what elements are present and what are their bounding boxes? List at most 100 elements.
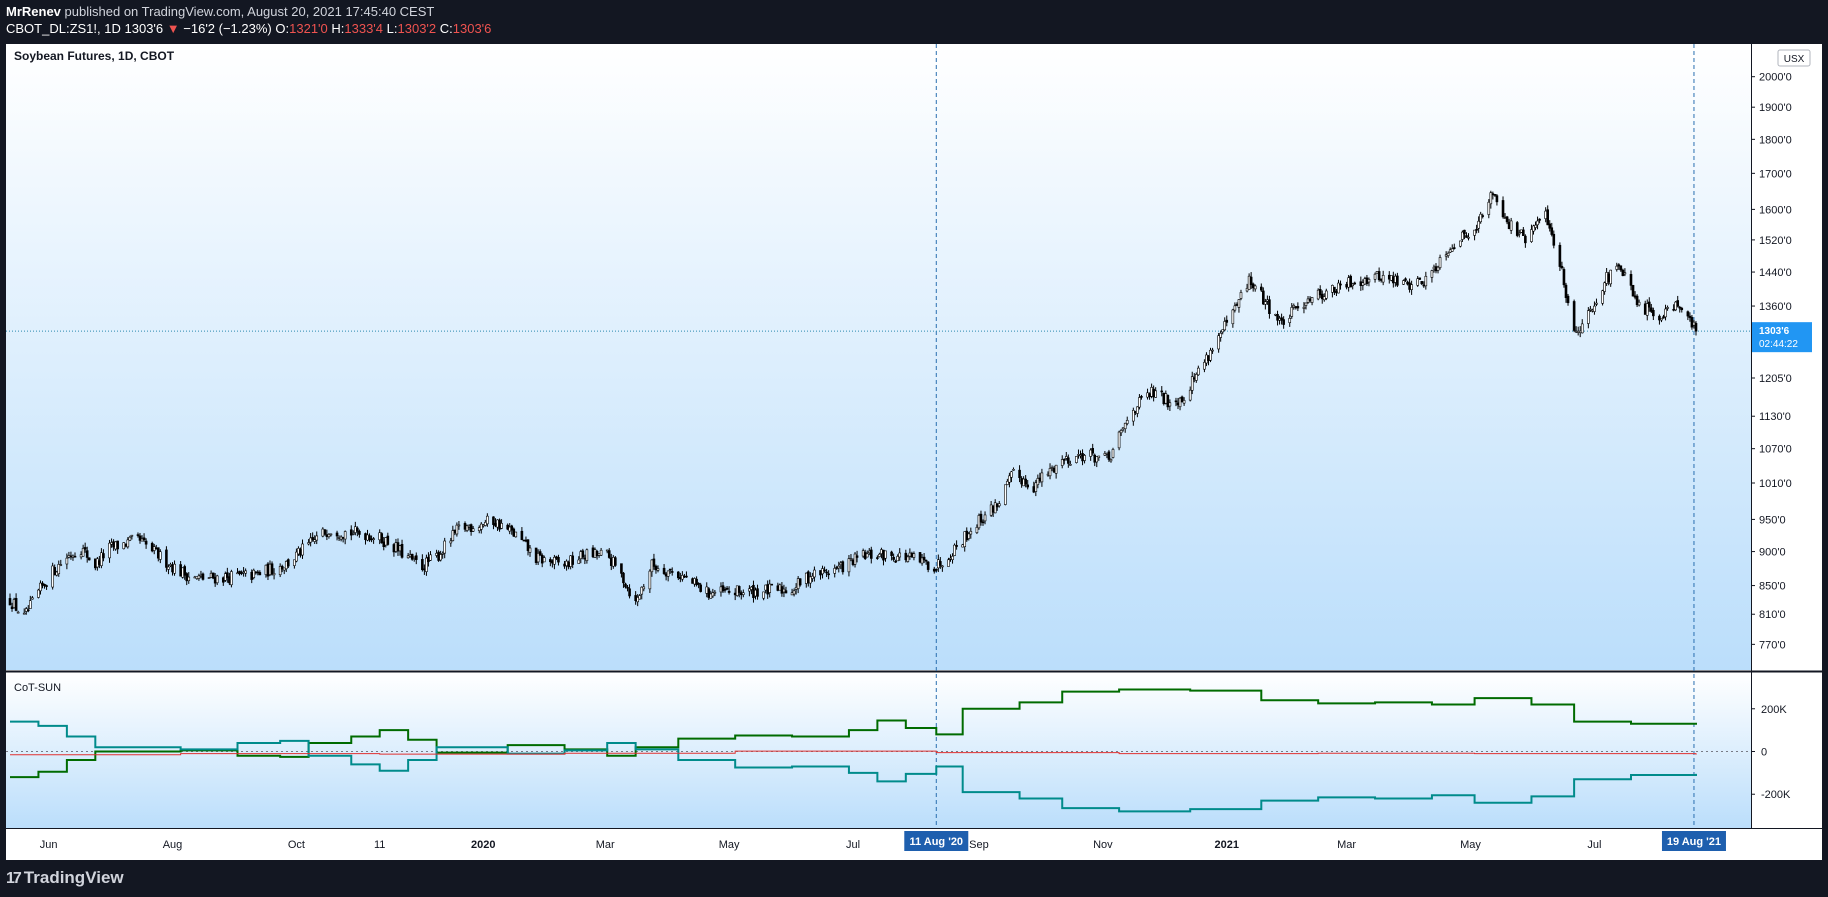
- candle[interactable]: [138, 535, 142, 541]
- candle[interactable]: [1524, 235, 1527, 244]
- candle[interactable]: [102, 553, 105, 559]
- candle[interactable]: [727, 590, 731, 593]
- candle[interactable]: [150, 542, 154, 552]
- candle[interactable]: [1318, 289, 1322, 296]
- candle[interactable]: [412, 555, 416, 558]
- candle[interactable]: [1434, 266, 1438, 272]
- candle[interactable]: [955, 545, 958, 547]
- candle[interactable]: [1660, 317, 1663, 321]
- candle[interactable]: [156, 547, 160, 559]
- candle[interactable]: [244, 570, 247, 574]
- candle[interactable]: [579, 551, 583, 560]
- candle[interactable]: [1211, 349, 1214, 352]
- candle[interactable]: [1432, 266, 1436, 270]
- candle[interactable]: [1481, 215, 1485, 217]
- candle[interactable]: [1418, 277, 1422, 280]
- candle[interactable]: [595, 551, 599, 556]
- candle[interactable]: [878, 553, 881, 557]
- candle[interactable]: [1438, 257, 1442, 268]
- candle[interactable]: [1475, 228, 1478, 231]
- candle[interactable]: [721, 585, 725, 592]
- candle[interactable]: [1365, 277, 1369, 284]
- candle[interactable]: [654, 565, 658, 571]
- candle[interactable]: [1146, 392, 1149, 398]
- candle[interactable]: [351, 533, 355, 535]
- candle[interactable]: [1219, 332, 1222, 338]
- candle[interactable]: [250, 571, 254, 580]
- candle[interactable]: [790, 592, 794, 596]
- candle[interactable]: [211, 572, 215, 579]
- candle[interactable]: [114, 541, 117, 550]
- candle[interactable]: [920, 557, 924, 564]
- candle[interactable]: [697, 583, 700, 585]
- candle[interactable]: [339, 536, 343, 540]
- candle[interactable]: [1694, 323, 1698, 332]
- candle[interactable]: [321, 528, 325, 537]
- candle[interactable]: [199, 574, 203, 577]
- candle[interactable]: [906, 556, 910, 562]
- candle[interactable]: [723, 588, 727, 591]
- candle[interactable]: [963, 531, 967, 547]
- candle[interactable]: [853, 553, 857, 565]
- candle[interactable]: [1247, 275, 1251, 290]
- candle[interactable]: [386, 535, 390, 545]
- candle[interactable]: [1034, 482, 1038, 492]
- candle[interactable]: [1121, 427, 1125, 430]
- candle[interactable]: [71, 555, 75, 558]
- candle[interactable]: [396, 542, 400, 552]
- candle[interactable]: [636, 597, 639, 603]
- candle[interactable]: [230, 571, 233, 586]
- candle[interactable]: [1501, 200, 1505, 218]
- candle[interactable]: [382, 541, 386, 548]
- candle[interactable]: [1446, 252, 1450, 256]
- candle[interactable]: [796, 578, 800, 589]
- candle[interactable]: [725, 587, 729, 590]
- candle[interactable]: [514, 531, 518, 538]
- candle[interactable]: [742, 592, 745, 595]
- candle[interactable]: [908, 552, 912, 557]
- candle[interactable]: [1601, 290, 1604, 304]
- main-pane-background[interactable]: [6, 44, 1751, 670]
- candle[interactable]: [609, 557, 613, 566]
- candle[interactable]: [455, 524, 459, 535]
- candle[interactable]: [159, 551, 162, 560]
- candle[interactable]: [1578, 330, 1582, 333]
- candle[interactable]: [12, 599, 16, 608]
- candle[interactable]: [1517, 232, 1521, 235]
- candle[interactable]: [1262, 290, 1265, 305]
- candle[interactable]: [953, 544, 956, 556]
- candle[interactable]: [1091, 448, 1094, 454]
- candle[interactable]: [179, 564, 182, 577]
- candle[interactable]: [500, 523, 503, 529]
- candle[interactable]: [1083, 455, 1086, 461]
- candle[interactable]: [85, 550, 89, 558]
- candle[interactable]: [224, 573, 227, 581]
- candle[interactable]: [266, 563, 270, 577]
- candle[interactable]: [193, 576, 197, 579]
- candle[interactable]: [1190, 376, 1194, 391]
- candle[interactable]: [465, 525, 469, 531]
- candle[interactable]: [768, 583, 772, 593]
- candle[interactable]: [1589, 308, 1592, 311]
- candle[interactable]: [116, 540, 119, 550]
- candle[interactable]: [898, 552, 902, 558]
- candle[interactable]: [748, 588, 751, 592]
- candle[interactable]: [1310, 297, 1314, 303]
- candle[interactable]: [833, 567, 837, 574]
- candle[interactable]: [965, 530, 969, 541]
- candle[interactable]: [1617, 264, 1621, 267]
- candle[interactable]: [778, 584, 782, 591]
- candle[interactable]: [477, 527, 481, 531]
- candle[interactable]: [1050, 467, 1054, 469]
- candle[interactable]: [981, 521, 985, 524]
- candle[interactable]: [735, 585, 739, 596]
- candle[interactable]: [1621, 269, 1625, 276]
- candle[interactable]: [278, 566, 282, 576]
- candle[interactable]: [264, 564, 268, 575]
- candle[interactable]: [429, 554, 432, 561]
- candle[interactable]: [995, 503, 999, 508]
- candle[interactable]: [1546, 209, 1550, 226]
- candle[interactable]: [1680, 307, 1684, 311]
- candle[interactable]: [209, 572, 213, 578]
- candle[interactable]: [270, 563, 274, 575]
